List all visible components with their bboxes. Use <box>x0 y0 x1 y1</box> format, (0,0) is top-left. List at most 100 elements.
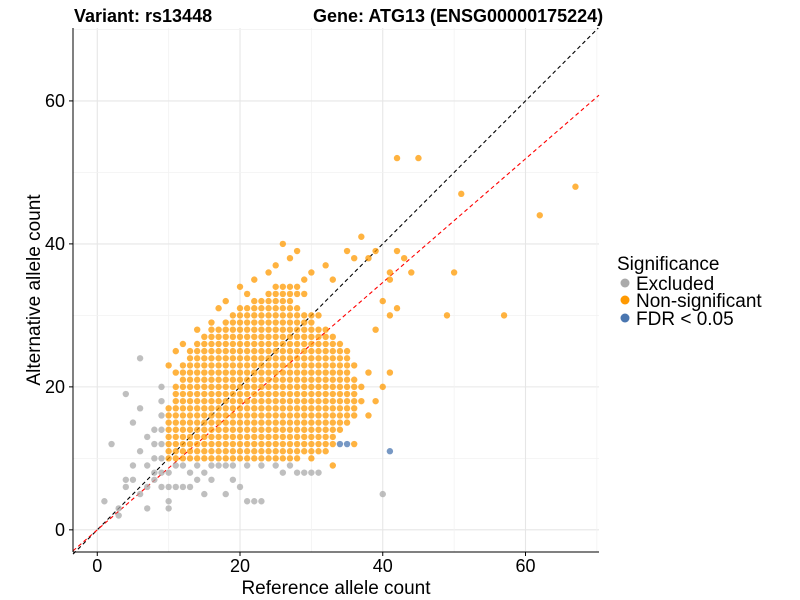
point-non-significant <box>215 440 222 448</box>
y-tick-label: 40 <box>45 234 65 254</box>
point-non-significant <box>293 448 301 455</box>
point-non-significant <box>251 376 258 383</box>
point-non-significant <box>272 319 279 326</box>
point-non-significant <box>243 419 251 426</box>
point-non-significant <box>293 397 301 405</box>
point-non-significant <box>251 319 258 326</box>
point-non-significant <box>293 326 301 333</box>
point-non-significant <box>293 412 301 419</box>
point-excluded <box>101 498 108 505</box>
point-non-significant <box>222 390 229 398</box>
point-non-significant <box>301 333 308 341</box>
point-non-significant <box>208 397 215 405</box>
point-non-significant <box>258 297 265 305</box>
point-non-significant <box>243 305 251 312</box>
point-non-significant <box>251 362 258 369</box>
point-non-significant <box>165 448 172 455</box>
point-non-significant <box>301 405 308 412</box>
point-non-significant <box>258 426 265 433</box>
point-non-significant <box>229 419 237 426</box>
point-non-significant <box>243 340 251 348</box>
point-excluded <box>165 498 172 505</box>
point-non-significant <box>236 326 244 333</box>
point-non-significant <box>215 448 222 455</box>
point-non-significant <box>272 355 279 362</box>
point-non-significant <box>322 440 329 448</box>
point-non-significant <box>215 369 222 376</box>
point-non-significant <box>193 355 201 362</box>
point-non-significant <box>179 383 187 391</box>
point-excluded <box>115 512 122 519</box>
point-excluded <box>208 476 215 483</box>
point-non-significant <box>386 276 394 283</box>
point-non-significant <box>179 448 187 455</box>
point-non-significant <box>265 369 272 376</box>
point-non-significant <box>329 462 336 469</box>
point-non-significant <box>343 419 351 426</box>
y-tick-label: 20 <box>45 377 65 397</box>
point-non-significant <box>222 340 229 348</box>
point-non-significant <box>279 326 287 333</box>
point-non-significant <box>208 419 215 426</box>
point-non-significant <box>350 390 358 398</box>
point-non-significant <box>322 419 329 426</box>
point-non-significant <box>215 397 222 405</box>
point-non-significant <box>358 233 365 240</box>
point-non-significant <box>293 283 301 290</box>
point-non-significant <box>301 433 308 441</box>
point-non-significant <box>265 390 272 398</box>
point-non-significant <box>243 376 251 383</box>
point-non-significant <box>343 383 351 391</box>
point-non-significant <box>308 397 315 405</box>
point-non-significant <box>265 455 272 462</box>
point-excluded <box>243 498 251 505</box>
point-non-significant <box>208 333 215 341</box>
point-non-significant <box>265 297 272 305</box>
point-non-significant <box>251 305 258 312</box>
point-non-significant <box>165 405 172 412</box>
point-non-significant <box>386 312 394 319</box>
point-non-significant <box>336 390 344 398</box>
point-non-significant <box>272 412 279 419</box>
point-non-significant <box>358 383 365 391</box>
point-non-significant <box>322 369 329 376</box>
point-non-significant <box>243 390 251 398</box>
point-non-significant <box>201 397 208 405</box>
point-non-significant <box>315 390 322 398</box>
point-non-significant <box>172 433 179 441</box>
point-non-significant <box>243 455 251 462</box>
point-non-significant <box>243 369 251 376</box>
point-non-significant <box>172 419 179 426</box>
point-non-significant <box>236 319 244 326</box>
legend: Significance Excluded Non-significant FD… <box>617 254 762 330</box>
point-non-significant <box>236 426 244 433</box>
point-excluded <box>136 405 144 412</box>
point-non-significant <box>243 326 251 333</box>
reference-lines <box>72 27 600 555</box>
point-non-significant <box>236 362 244 369</box>
point-non-significant <box>365 254 372 262</box>
point-excluded <box>236 483 244 491</box>
point-non-significant <box>272 347 279 355</box>
point-non-significant <box>308 312 315 319</box>
point-non-significant <box>336 412 344 419</box>
point-non-significant <box>236 369 244 376</box>
point-non-significant <box>193 448 201 455</box>
point-non-significant <box>272 405 279 412</box>
point-non-significant <box>265 433 272 441</box>
point-non-significant <box>172 448 179 455</box>
point-non-significant <box>201 448 208 455</box>
point-non-significant <box>243 355 251 362</box>
point-non-significant <box>251 455 258 462</box>
point-non-significant <box>308 419 315 426</box>
point-non-significant <box>236 283 244 290</box>
point-non-significant <box>243 347 251 355</box>
point-non-significant <box>243 312 251 319</box>
point-excluded <box>151 426 158 433</box>
point-non-significant <box>251 440 258 448</box>
point-non-significant <box>293 390 301 398</box>
point-excluded <box>379 490 386 498</box>
point-non-significant <box>272 305 279 312</box>
point-non-significant <box>165 426 172 433</box>
point-non-significant <box>258 369 265 376</box>
